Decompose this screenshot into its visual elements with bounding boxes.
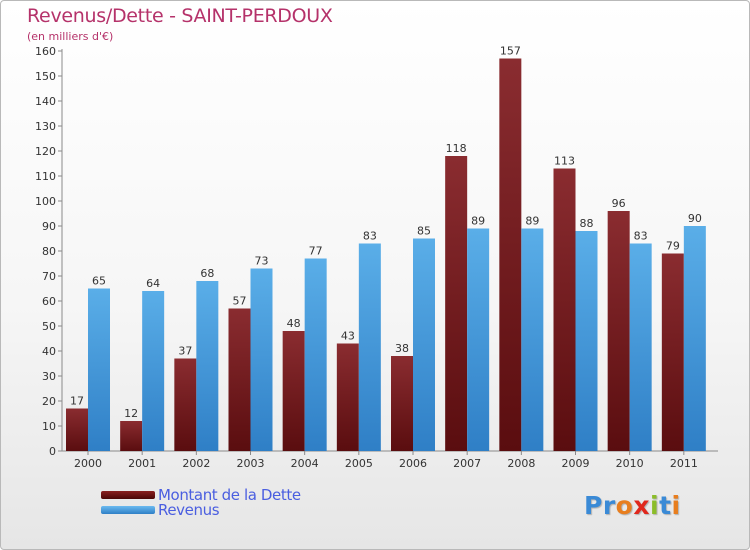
y-tick-label: 130	[35, 120, 56, 133]
value-label-dette: 17	[70, 395, 84, 408]
value-label-revenus: 65	[92, 275, 106, 288]
value-label-dette: 96	[612, 197, 626, 210]
value-label-dette: 38	[395, 342, 409, 355]
legend-label-revenus: Revenus	[158, 500, 220, 519]
y-tick-label: 80	[42, 245, 56, 258]
bar-dette	[391, 356, 413, 451]
legend-item-dette: Montant de la Dette	[101, 485, 301, 504]
x-tick-label: 2003	[237, 457, 265, 470]
y-tick-label: 50	[42, 320, 56, 333]
bar-dette	[282, 331, 305, 451]
x-tick-label: 2005	[345, 457, 373, 470]
value-label-revenus: 83	[363, 230, 377, 243]
bar-revenus	[304, 258, 327, 451]
value-label-dette: 157	[500, 45, 521, 58]
bar-revenus	[250, 268, 273, 451]
x-tick-label: 2010	[616, 457, 644, 470]
legend-swatch-dette	[101, 490, 155, 499]
chart-subtitle: (en milliers d'€)	[27, 30, 114, 43]
value-label-dette: 37	[178, 345, 192, 358]
bar-dette	[607, 211, 630, 451]
value-label-revenus: 85	[417, 225, 431, 238]
y-tick-label: 150	[35, 70, 56, 83]
y-tick-label: 100	[35, 195, 56, 208]
legend-item-revenus: Revenus	[101, 500, 301, 519]
x-tick-label: 2000	[74, 457, 102, 470]
bar-revenus	[358, 243, 381, 451]
chart-title: Revenus/Dette - SAINT-PERDOUX	[27, 5, 333, 27]
y-tick-label: 160	[35, 45, 56, 58]
logo-letter: t	[659, 491, 672, 520]
x-tick-label: 2001	[128, 457, 156, 470]
bar-dette	[553, 168, 576, 451]
y-tick-label: 70	[42, 270, 56, 283]
bar-dette	[66, 408, 88, 451]
bar-revenus	[521, 228, 544, 451]
y-tick-label: 90	[42, 220, 56, 233]
bar-dette	[445, 156, 468, 451]
value-label-revenus: 90	[688, 212, 702, 225]
value-label-revenus: 83	[634, 230, 648, 243]
value-label-dette: 79	[666, 240, 680, 253]
value-label-dette: 48	[287, 317, 301, 330]
bar-revenus	[88, 288, 110, 451]
value-label-dette: 43	[341, 330, 355, 343]
value-label-revenus: 64	[146, 277, 160, 290]
y-tick-label: 10	[42, 420, 56, 433]
legend-label-dette: Montant de la Dette	[158, 485, 301, 504]
y-tick-label: 140	[35, 95, 56, 108]
value-label-revenus: 68	[200, 267, 214, 280]
x-tick-label: 2007	[453, 457, 481, 470]
value-label-revenus: 77	[309, 245, 323, 258]
value-label-dette: 113	[554, 155, 575, 168]
bar-revenus	[683, 226, 706, 451]
bar-revenus	[467, 228, 490, 451]
bar-dette	[174, 358, 197, 451]
chart-value-labels: 17 65 12 64 37 68 57 73 48 77 43 83 38 85 118 89 157 89 11…	[70, 45, 702, 421]
y-tick-label: 20	[42, 395, 56, 408]
x-tick-label: 2009	[562, 457, 590, 470]
bar-dette	[499, 58, 522, 451]
logo-letter: x	[633, 491, 650, 520]
value-label-dette: 12	[124, 407, 138, 420]
legend-swatch-revenus	[101, 505, 155, 514]
bar-dette	[661, 253, 684, 451]
logo-letter: o	[615, 491, 634, 520]
logo-letter: P	[584, 491, 603, 520]
x-tick-label: 2011	[670, 457, 698, 470]
value-label-dette: 57	[233, 295, 247, 308]
bar-revenus	[196, 281, 219, 451]
y-tick-label: 60	[42, 295, 56, 308]
x-tick-label: 2008	[507, 457, 535, 470]
x-tick-label: 2004	[291, 457, 319, 470]
y-tick-label: 0	[49, 445, 56, 458]
value-label-dette: 118	[446, 142, 467, 155]
bar-revenus	[629, 243, 652, 451]
logo-letter: r	[602, 491, 616, 520]
logo-letter: i	[671, 491, 681, 520]
chart-bars	[66, 58, 706, 451]
bar-revenus	[575, 231, 598, 451]
y-tick-label: 40	[42, 345, 56, 358]
bar-dette	[336, 343, 359, 451]
bar-dette	[120, 421, 143, 451]
value-label-revenus: 73	[255, 255, 269, 268]
chart-legend: Montant de la Dette Revenus	[101, 485, 301, 519]
y-tick-label: 120	[35, 145, 56, 158]
bar-dette	[228, 308, 251, 451]
bar-revenus	[413, 238, 435, 451]
bar-revenus	[142, 291, 165, 451]
y-tick-label: 30	[42, 370, 56, 383]
value-label-revenus: 89	[471, 215, 485, 228]
x-tick-label: 2002	[182, 457, 210, 470]
logo-letter: i	[650, 491, 660, 520]
y-tick-label: 110	[35, 170, 56, 183]
x-tick-label: 2006	[399, 457, 427, 470]
value-label-revenus: 88	[580, 217, 594, 230]
proxiti-logo: Proxiti	[584, 491, 681, 520]
value-label-revenus: 89	[525, 215, 539, 228]
